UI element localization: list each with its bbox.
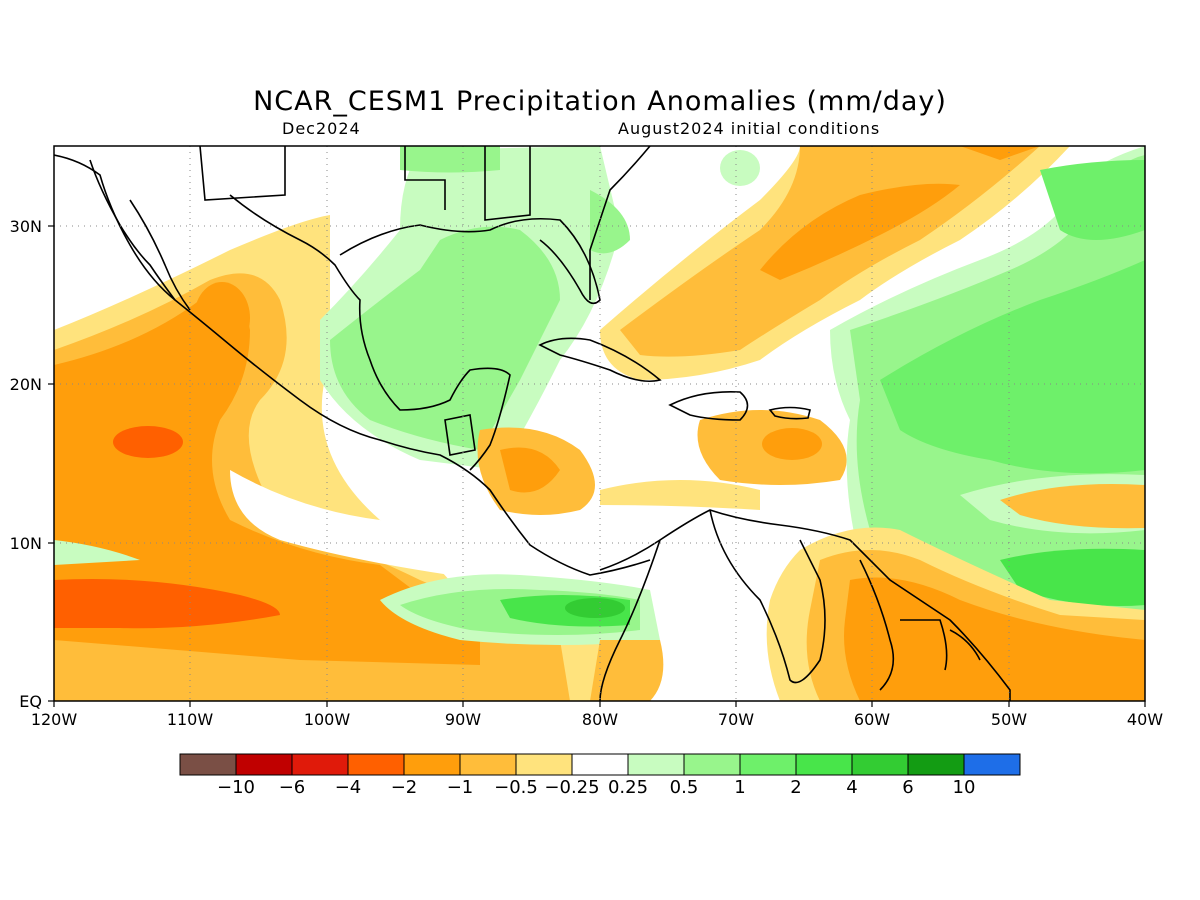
colorbar-swatch	[347, 753, 405, 776]
map-title: NCAR_CESM1 Precipitation Anomalies (mm/d…	[253, 86, 947, 117]
coastlines	[54, 146, 1011, 701]
colorbar-label: −0.25	[544, 777, 599, 798]
colorbar-label: −10	[217, 777, 255, 798]
colorbar-swatch	[739, 753, 797, 776]
colorbar-label: 0.25	[608, 777, 648, 798]
y-tick-label: 20N	[10, 375, 42, 394]
colorbar-label: 0.5	[670, 777, 699, 798]
x-tick-label: 90W	[445, 710, 481, 729]
y-tick-label: EQ	[19, 692, 42, 711]
grid-lines	[54, 146, 1145, 701]
colorbar-swatch	[851, 753, 909, 776]
colorbar-swatch	[571, 753, 629, 776]
axis-ticks	[48, 225, 1146, 707]
x-tick-label: 70W	[718, 710, 754, 729]
colorbar	[179, 753, 1021, 776]
colorbar-swatch	[515, 753, 573, 776]
colorbar-swatch	[459, 753, 517, 776]
colorbar-swatch	[291, 753, 349, 776]
colorbar-swatch	[963, 753, 1021, 776]
x-tick-label: 100W	[304, 710, 351, 729]
x-tick-label: 60W	[854, 710, 890, 729]
colorbar-swatch	[403, 753, 461, 776]
colorbar-swatch	[795, 753, 853, 776]
colorbar-label: −4	[335, 777, 362, 798]
colorbar-swatch	[235, 753, 293, 776]
colorbar-label: −1	[447, 777, 474, 798]
x-tick-label: 80W	[582, 710, 618, 729]
x-tick-label: 40W	[1127, 710, 1163, 729]
y-axis-labels: EQ 10N 20N 30N	[10, 217, 42, 711]
anomaly-field	[54, 146, 1145, 701]
colorbar-swatch	[907, 753, 965, 776]
colorbar-label: −2	[391, 777, 418, 798]
colorbar-labels: −10 −6 −4 −2 −1 −0.5 −0.25 0.25 0.5 1 2 4 6 10	[217, 777, 975, 798]
colorbar-label: 6	[902, 777, 913, 798]
x-tick-label: 110W	[167, 710, 214, 729]
y-tick-label: 30N	[10, 217, 42, 236]
colorbar-swatch	[627, 753, 685, 776]
colorbar-label: 1	[734, 777, 745, 798]
colorbar-label: 2	[790, 777, 801, 798]
valid-month-label: Dec2024	[282, 119, 361, 138]
colorbar-swatch	[683, 753, 741, 776]
colorbar-swatch	[179, 753, 237, 776]
initial-conditions-label: August2024 initial conditions	[618, 119, 881, 138]
y-tick-label: 10N	[10, 534, 42, 553]
x-tick-label: 120W	[31, 710, 78, 729]
colorbar-label: 4	[846, 777, 857, 798]
colorbar-label: −6	[279, 777, 306, 798]
x-tick-label: 50W	[991, 710, 1027, 729]
x-axis-labels: 120W 110W 100W 90W 80W 70W 60W 50W 40W	[31, 710, 1163, 729]
colorbar-label: −0.5	[494, 777, 538, 798]
colorbar-label: 10	[953, 777, 976, 798]
